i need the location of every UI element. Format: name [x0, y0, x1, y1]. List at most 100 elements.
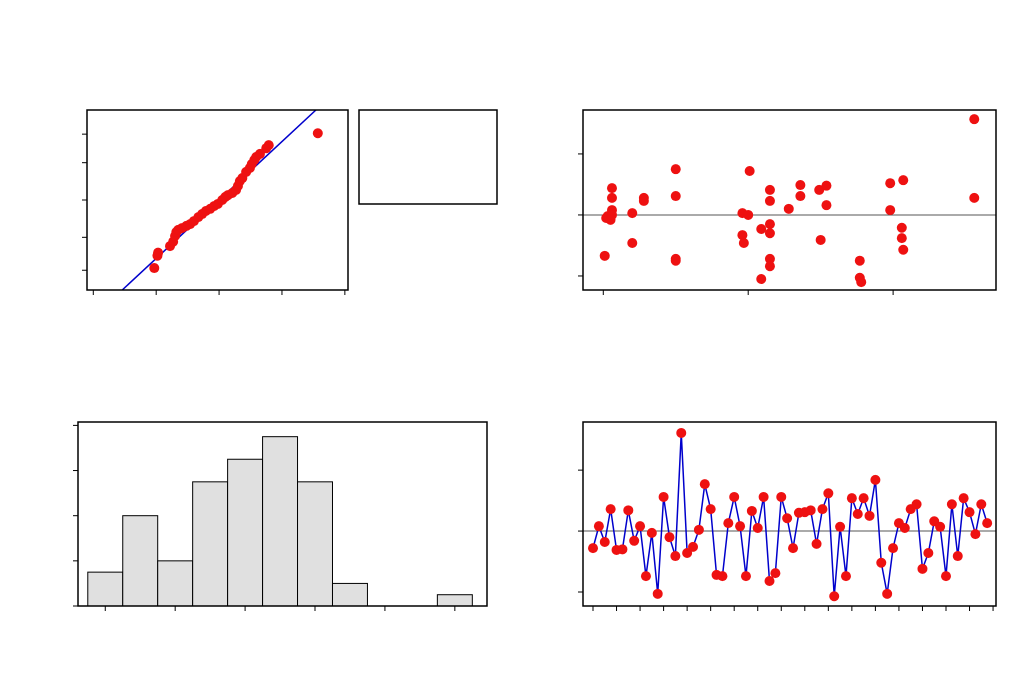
point	[898, 175, 909, 186]
point	[896, 222, 907, 233]
point	[958, 493, 969, 504]
point	[788, 543, 799, 554]
point	[617, 544, 628, 555]
point	[764, 253, 775, 264]
point	[783, 203, 794, 214]
point	[856, 277, 867, 288]
point	[263, 140, 274, 151]
point	[756, 274, 767, 285]
point	[740, 571, 751, 582]
point	[858, 493, 869, 504]
point	[764, 219, 775, 230]
point	[606, 192, 617, 203]
bar	[122, 515, 159, 607]
point	[795, 191, 806, 202]
stats-box	[358, 109, 498, 205]
point	[664, 532, 675, 543]
point	[764, 184, 775, 195]
point	[898, 244, 909, 255]
point	[627, 238, 638, 249]
point	[829, 591, 840, 602]
bar	[331, 582, 368, 607]
point	[737, 230, 748, 241]
point	[670, 191, 681, 202]
point	[606, 183, 617, 194]
point	[693, 524, 704, 535]
point	[821, 200, 832, 211]
point	[817, 504, 828, 515]
bar	[87, 571, 124, 607]
point	[705, 504, 716, 515]
point	[638, 195, 649, 206]
point	[735, 521, 746, 532]
point	[814, 184, 825, 195]
point	[946, 499, 957, 510]
point	[676, 427, 687, 438]
point	[935, 521, 946, 532]
point	[723, 518, 734, 529]
point	[717, 571, 728, 582]
point	[588, 543, 599, 554]
point	[646, 527, 657, 538]
point	[640, 571, 651, 582]
point	[752, 523, 763, 534]
point	[606, 209, 617, 220]
point	[823, 488, 834, 499]
point	[964, 507, 975, 518]
point	[764, 576, 775, 587]
point	[885, 178, 896, 189]
point	[770, 568, 781, 579]
point	[840, 571, 851, 582]
point	[864, 510, 875, 521]
point	[969, 192, 980, 203]
point	[805, 505, 816, 516]
point	[670, 255, 681, 266]
point	[699, 479, 710, 490]
point	[852, 509, 863, 519]
point	[729, 491, 740, 502]
point	[738, 238, 749, 249]
point	[764, 195, 775, 206]
point	[795, 180, 806, 191]
point	[969, 114, 980, 125]
point	[635, 521, 646, 532]
point	[744, 166, 755, 177]
point	[764, 261, 775, 272]
point	[899, 523, 910, 534]
bar	[262, 436, 299, 607]
point	[811, 538, 822, 549]
point	[835, 521, 846, 532]
point	[976, 499, 987, 510]
point	[623, 505, 634, 516]
point	[153, 247, 164, 258]
plot-frame	[77, 421, 488, 607]
point	[670, 551, 681, 562]
point	[782, 513, 793, 524]
point	[876, 557, 887, 568]
point	[658, 491, 669, 502]
point	[885, 205, 896, 216]
bar	[192, 481, 229, 607]
point	[911, 499, 922, 510]
bar	[227, 458, 264, 607]
point	[917, 563, 928, 574]
bar	[436, 594, 473, 607]
point	[870, 474, 881, 485]
point	[756, 223, 767, 234]
point	[882, 588, 893, 599]
plot-frame	[86, 109, 349, 291]
point	[627, 208, 638, 219]
point	[846, 493, 857, 504]
point	[743, 209, 754, 220]
point	[670, 164, 681, 175]
point	[982, 518, 993, 529]
bar	[297, 481, 333, 607]
point	[149, 263, 160, 274]
point	[952, 551, 963, 562]
point	[593, 521, 604, 532]
point	[688, 541, 699, 552]
point	[888, 543, 899, 554]
point	[758, 491, 769, 502]
point	[764, 228, 775, 239]
